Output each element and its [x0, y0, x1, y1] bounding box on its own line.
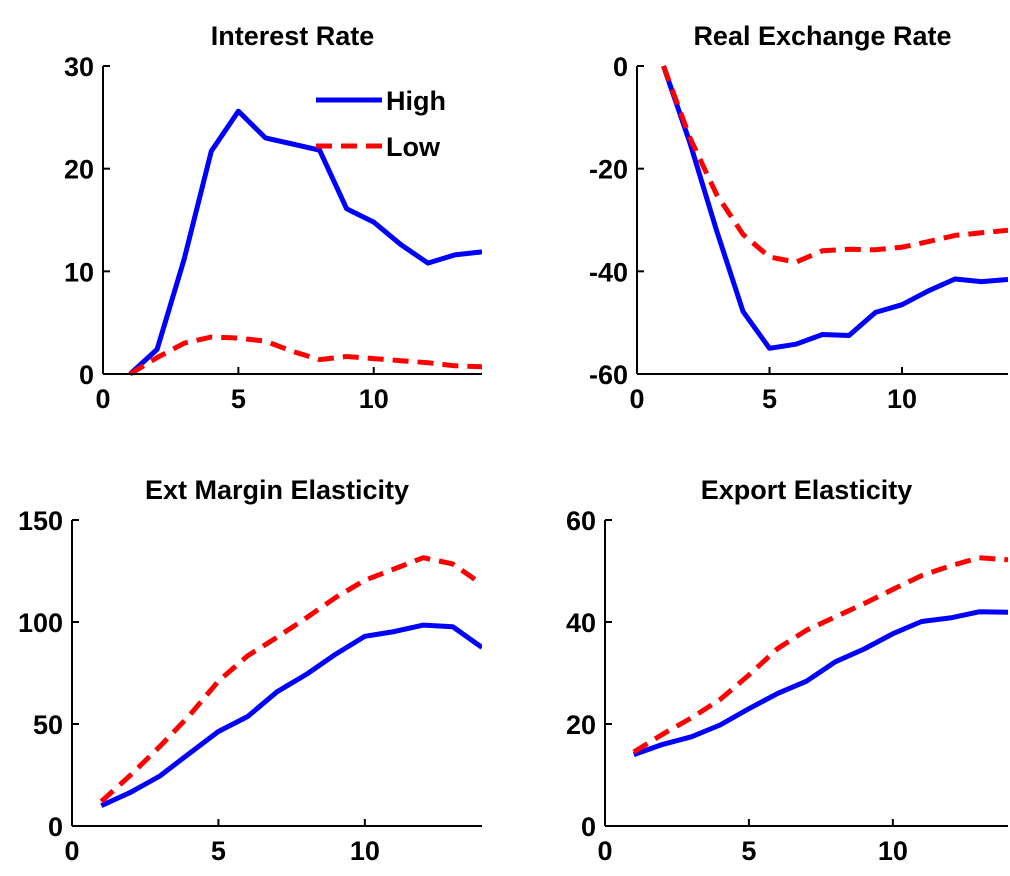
- x-tick-label: 0: [629, 384, 644, 414]
- x-tick-label: 10: [887, 384, 917, 414]
- series-line-high: [632, 609, 1008, 757]
- plot-area: [128, 108, 482, 377]
- series-line-low: [99, 555, 482, 804]
- legend: High Low: [316, 86, 446, 162]
- y-tick-label: -60: [589, 360, 628, 390]
- y-tick-label: 150: [18, 506, 63, 536]
- series-line-high: [100, 622, 482, 808]
- series-line-high: [661, 65, 1008, 351]
- x-tick-label: 5: [211, 836, 226, 866]
- y-tick-label: 0: [613, 52, 628, 82]
- series-line-low: [632, 555, 1008, 755]
- legend-label-high: High: [386, 86, 446, 116]
- subplot-interest-rate: Interest Rate 0 10 20 30 0 5 10 High Low: [64, 21, 482, 414]
- x-tick-label: 10: [359, 384, 389, 414]
- y-tick-label: 0: [581, 812, 596, 842]
- y-tick-label: 30: [64, 52, 94, 82]
- x-tick-label: 0: [597, 836, 612, 866]
- subplot-export-elasticity: Export Elasticity 0 20 40 60 0 5 10: [566, 475, 1008, 866]
- plot-area: [661, 65, 1008, 351]
- y-tick-label: 40: [566, 608, 596, 638]
- x-tick-label: 0: [64, 836, 79, 866]
- series-line-low: [661, 65, 1008, 265]
- x-tick-label: 0: [95, 384, 110, 414]
- plot-area: [99, 555, 482, 808]
- x-tick-label: 10: [350, 836, 380, 866]
- y-tick-label: -40: [589, 257, 628, 287]
- y-tick-label: 20: [566, 710, 596, 740]
- chart-title: Ext Margin Elasticity: [145, 475, 409, 505]
- y-tick-label: 100: [18, 608, 63, 638]
- legend-label-low: Low: [386, 132, 441, 162]
- chart-title: Export Elasticity: [701, 475, 913, 505]
- subplot-real-exchange-rate: Real Exchange Rate -60 -40 -20 0 0 5 10: [589, 21, 1008, 414]
- chart-title: Real Exchange Rate: [693, 21, 951, 51]
- y-tick-label: 50: [33, 710, 63, 740]
- y-tick-label: 10: [64, 257, 94, 287]
- x-tick-label: 5: [231, 384, 246, 414]
- series-line-low: [128, 334, 482, 377]
- series-line-high: [128, 108, 482, 376]
- x-tick-label: 5: [762, 384, 777, 414]
- x-tick-label: 5: [741, 836, 756, 866]
- subplot-ext-margin-elasticity: Ext Margin Elasticity 0 50 100 150 0 5 10: [18, 475, 482, 866]
- chart-title: Interest Rate: [211, 21, 375, 51]
- x-tick-label: 10: [878, 836, 908, 866]
- plot-area: [632, 555, 1008, 757]
- y-tick-label: 20: [64, 155, 94, 185]
- y-tick-label: 0: [79, 360, 94, 390]
- y-tick-label: 0: [48, 812, 63, 842]
- y-tick-label: -20: [589, 155, 628, 185]
- y-tick-label: 60: [566, 506, 596, 536]
